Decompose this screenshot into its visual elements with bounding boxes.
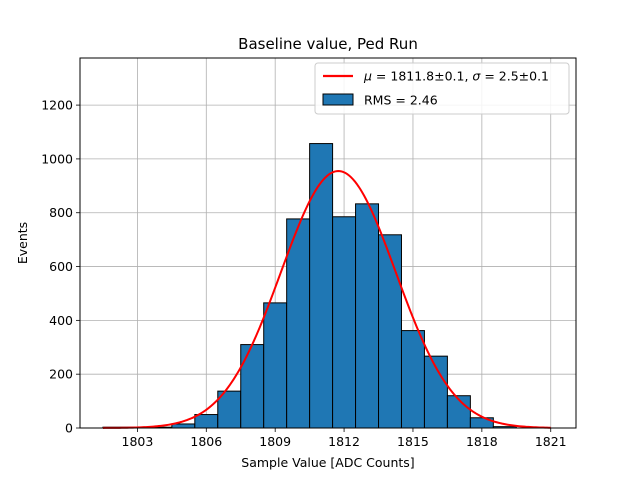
legend-sigma-value: = 2.5±0.1	[480, 69, 549, 84]
histogram-bar	[355, 203, 380, 429]
histogram-bar	[286, 218, 311, 429]
histogram-bar	[309, 143, 334, 429]
histogram-bar	[378, 234, 402, 429]
legend-sigma-symbol: σ	[472, 69, 481, 84]
legend-box	[314, 62, 570, 115]
y-tick-label: 400	[49, 313, 73, 328]
x-axis-ticks: 1803 1806 1809 1812 1815 1818 1821	[122, 428, 567, 449]
y-tick-label: 800	[49, 205, 73, 220]
legend-fit-label: μ = 1811.8±0.1, σ = 2.5±0.1	[363, 69, 549, 84]
y-tick-label: 1000	[41, 151, 73, 166]
histogram-bars	[102, 143, 517, 429]
histogram-bar	[400, 330, 425, 429]
histogram-bar	[194, 414, 219, 429]
x-tick-label: 1809	[259, 434, 291, 449]
y-axis-title: Events	[15, 222, 30, 264]
x-tick-label: 1821	[535, 434, 567, 449]
legend-mu-symbol: μ	[363, 69, 372, 84]
x-tick-label: 1812	[328, 434, 360, 449]
legend-hist-label: RMS = 2.46	[364, 93, 438, 108]
y-axis-ticks: 0 200 400 600 800 1000 1200	[41, 98, 80, 436]
x-tick-label: 1818	[466, 434, 498, 449]
x-tick-label: 1815	[397, 434, 429, 449]
y-tick-label: 200	[49, 367, 73, 382]
x-axis-title: Sample Value [ADC Counts]	[241, 455, 414, 470]
y-tick-label: 600	[49, 259, 73, 274]
y-tick-label: 0	[65, 421, 73, 436]
y-tick-label: 1200	[41, 98, 73, 113]
chart-title: Baseline value, Ped Run	[238, 35, 418, 53]
legend: μ = 1811.8±0.1, σ = 2.5±0.1 RMS = 2.46	[314, 62, 570, 115]
histogram-bar	[171, 423, 196, 429]
legend-hist-swatch	[322, 93, 354, 106]
histogram-bar	[332, 216, 357, 429]
x-tick-label: 1806	[190, 434, 222, 449]
histogram-bar	[263, 302, 288, 429]
legend-mu-value: = 1811.8±0.1,	[372, 69, 472, 84]
histogram-bar	[240, 344, 265, 429]
x-tick-label: 1803	[122, 434, 154, 449]
plot-frame	[79, 57, 577, 429]
gaussian-fit-curve	[102, 170, 551, 429]
